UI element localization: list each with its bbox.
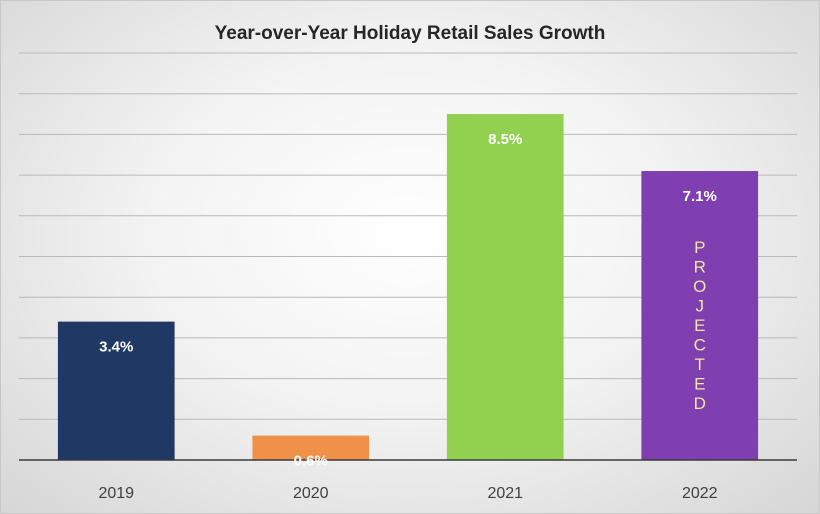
bar-2019 (57, 321, 175, 460)
annotation-letter: T (695, 355, 705, 374)
annotation-letter: R (694, 258, 706, 277)
bar-2021 (446, 114, 564, 461)
annotation-letter: O (693, 277, 706, 296)
annotation-letter: J (696, 297, 705, 316)
data-label-2021: 8.5% (488, 131, 522, 148)
data-label-2020: 0.6% (294, 453, 328, 470)
x-tick-label-2020: 2020 (293, 485, 329, 502)
data-label-2022: 7.1% (683, 188, 717, 205)
annotation-letter: E (694, 375, 705, 394)
annotation-letter: C (694, 336, 706, 355)
annotation-letter: P (694, 238, 705, 257)
chart-title: Year-over-Year Holiday Retail Sales Grow… (215, 23, 606, 44)
data-label-2019: 3.4% (99, 339, 133, 356)
data-labels: 3.4% 0.6% 8.5% 7.1% (99, 131, 717, 470)
x-tick-label-2022: 2022 (682, 485, 718, 502)
bar-2020 (252, 435, 370, 460)
bar-2022 (641, 171, 759, 460)
x-tick-label-2021: 2021 (487, 485, 523, 502)
annotation-letter: E (694, 316, 705, 335)
bars (57, 114, 759, 461)
x-tick-labels: 2019 2020 2021 2022 (98, 485, 717, 502)
annotation-letter: D (694, 394, 706, 413)
x-tick-label-2019: 2019 (98, 485, 134, 502)
